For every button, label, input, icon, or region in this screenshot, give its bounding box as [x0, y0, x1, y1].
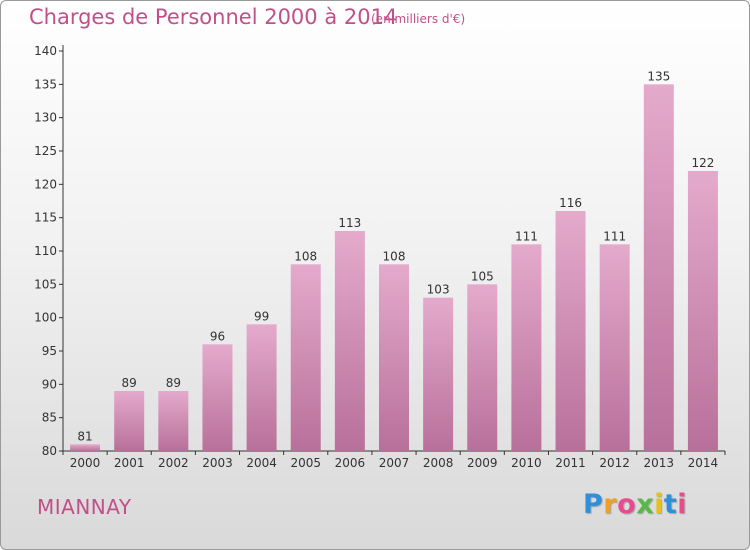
- x-tick-label: 2002: [158, 456, 189, 470]
- data-label-2012: 111: [603, 229, 626, 243]
- y-tick-label: 110: [34, 244, 57, 258]
- data-label-2010: 111: [515, 229, 538, 243]
- data-label-2013: 135: [647, 69, 670, 83]
- x-tick-label: 2010: [511, 456, 542, 470]
- bar-2010: [511, 244, 542, 451]
- x-tick-label: 2004: [246, 456, 277, 470]
- data-label-2002: 89: [166, 376, 181, 390]
- data-label-2011: 116: [559, 196, 582, 210]
- y-tick-label: 90: [42, 377, 57, 391]
- y-tick-label: 120: [34, 177, 57, 191]
- logo-letter: x: [636, 489, 655, 520]
- bar-2009: [467, 284, 498, 451]
- bar-2013: [643, 84, 674, 451]
- data-label-2004: 99: [254, 309, 269, 323]
- x-tick-label: 2012: [599, 456, 630, 470]
- y-tick-label: 115: [34, 211, 57, 225]
- y-tick-label: 135: [34, 77, 57, 91]
- bar-2011: [555, 211, 586, 451]
- bar-2003: [202, 344, 233, 451]
- commune-name: MIANNAY: [37, 495, 132, 519]
- y-tick-label: 100: [34, 311, 57, 325]
- x-tick-label: 2007: [379, 456, 410, 470]
- x-tick-label: 2001: [114, 456, 145, 470]
- chart-subtitle: (en milliers d'€): [371, 12, 466, 26]
- data-label-2005: 108: [294, 249, 317, 263]
- x-tick-label: 2008: [423, 456, 454, 470]
- y-tick-label: 85: [42, 411, 57, 425]
- bar-2006: [334, 231, 365, 451]
- bar-2012: [599, 244, 630, 451]
- x-tick-label: 2009: [467, 456, 498, 470]
- bar-2008: [423, 297, 454, 451]
- data-label-2006: 113: [338, 216, 361, 230]
- x-axis: 2000 2001 2002 2003 2004 2005 2006 2007 2008 2009…: [62, 450, 726, 470]
- data-label-2009: 105: [471, 269, 494, 283]
- y-tick-label: 105: [34, 277, 57, 291]
- bar-2005: [290, 264, 321, 451]
- x-tick-label: 2011: [555, 456, 586, 470]
- y-tick-label: 80: [42, 444, 57, 458]
- bar-2001: [114, 391, 145, 451]
- data-label-2007: 108: [383, 249, 406, 263]
- logo-letter: i: [677, 489, 688, 520]
- y-tick-label: 95: [42, 344, 57, 358]
- y-axis: 80 85 90 95 100 105 110 115 120 125 130 135 140: [34, 44, 64, 458]
- data-label-2001: 89: [122, 376, 137, 390]
- logo-letter: t: [663, 489, 678, 520]
- x-tick-label: 2005: [290, 456, 321, 470]
- x-tick-label: 2006: [335, 456, 366, 470]
- data-labels: 81 89 89 96 99 108 113 108 103 105 111 116 111 135 122: [77, 69, 714, 443]
- bar-2014: [687, 171, 718, 451]
- y-tick-label: 140: [34, 44, 57, 58]
- logo-letter: o: [617, 489, 637, 520]
- data-label-2003: 96: [210, 329, 225, 343]
- x-tick-label: 2014: [688, 456, 719, 470]
- bar-2002: [158, 391, 189, 451]
- chart-title: Charges de Personnel 2000 à 2014: [29, 5, 398, 29]
- logo-letter: i: [654, 489, 664, 520]
- y-tick-label: 125: [34, 144, 57, 158]
- logo-letter: P: [583, 489, 604, 520]
- proxiti-logo: Proxiti: [583, 489, 687, 520]
- x-tick-label: 2003: [202, 456, 233, 470]
- y-tick-label: 130: [34, 111, 57, 125]
- bar-2004: [246, 324, 277, 451]
- logo-letter: r: [603, 489, 618, 520]
- data-label-2008: 103: [427, 283, 450, 297]
- bar-2007: [379, 264, 409, 451]
- bar-2000: [70, 444, 101, 451]
- data-label-2000: 81: [77, 429, 92, 443]
- x-tick-label: 2013: [644, 456, 675, 470]
- data-label-2014: 122: [691, 156, 714, 170]
- bars: [70, 84, 718, 451]
- x-tick-label: 2000: [70, 456, 101, 470]
